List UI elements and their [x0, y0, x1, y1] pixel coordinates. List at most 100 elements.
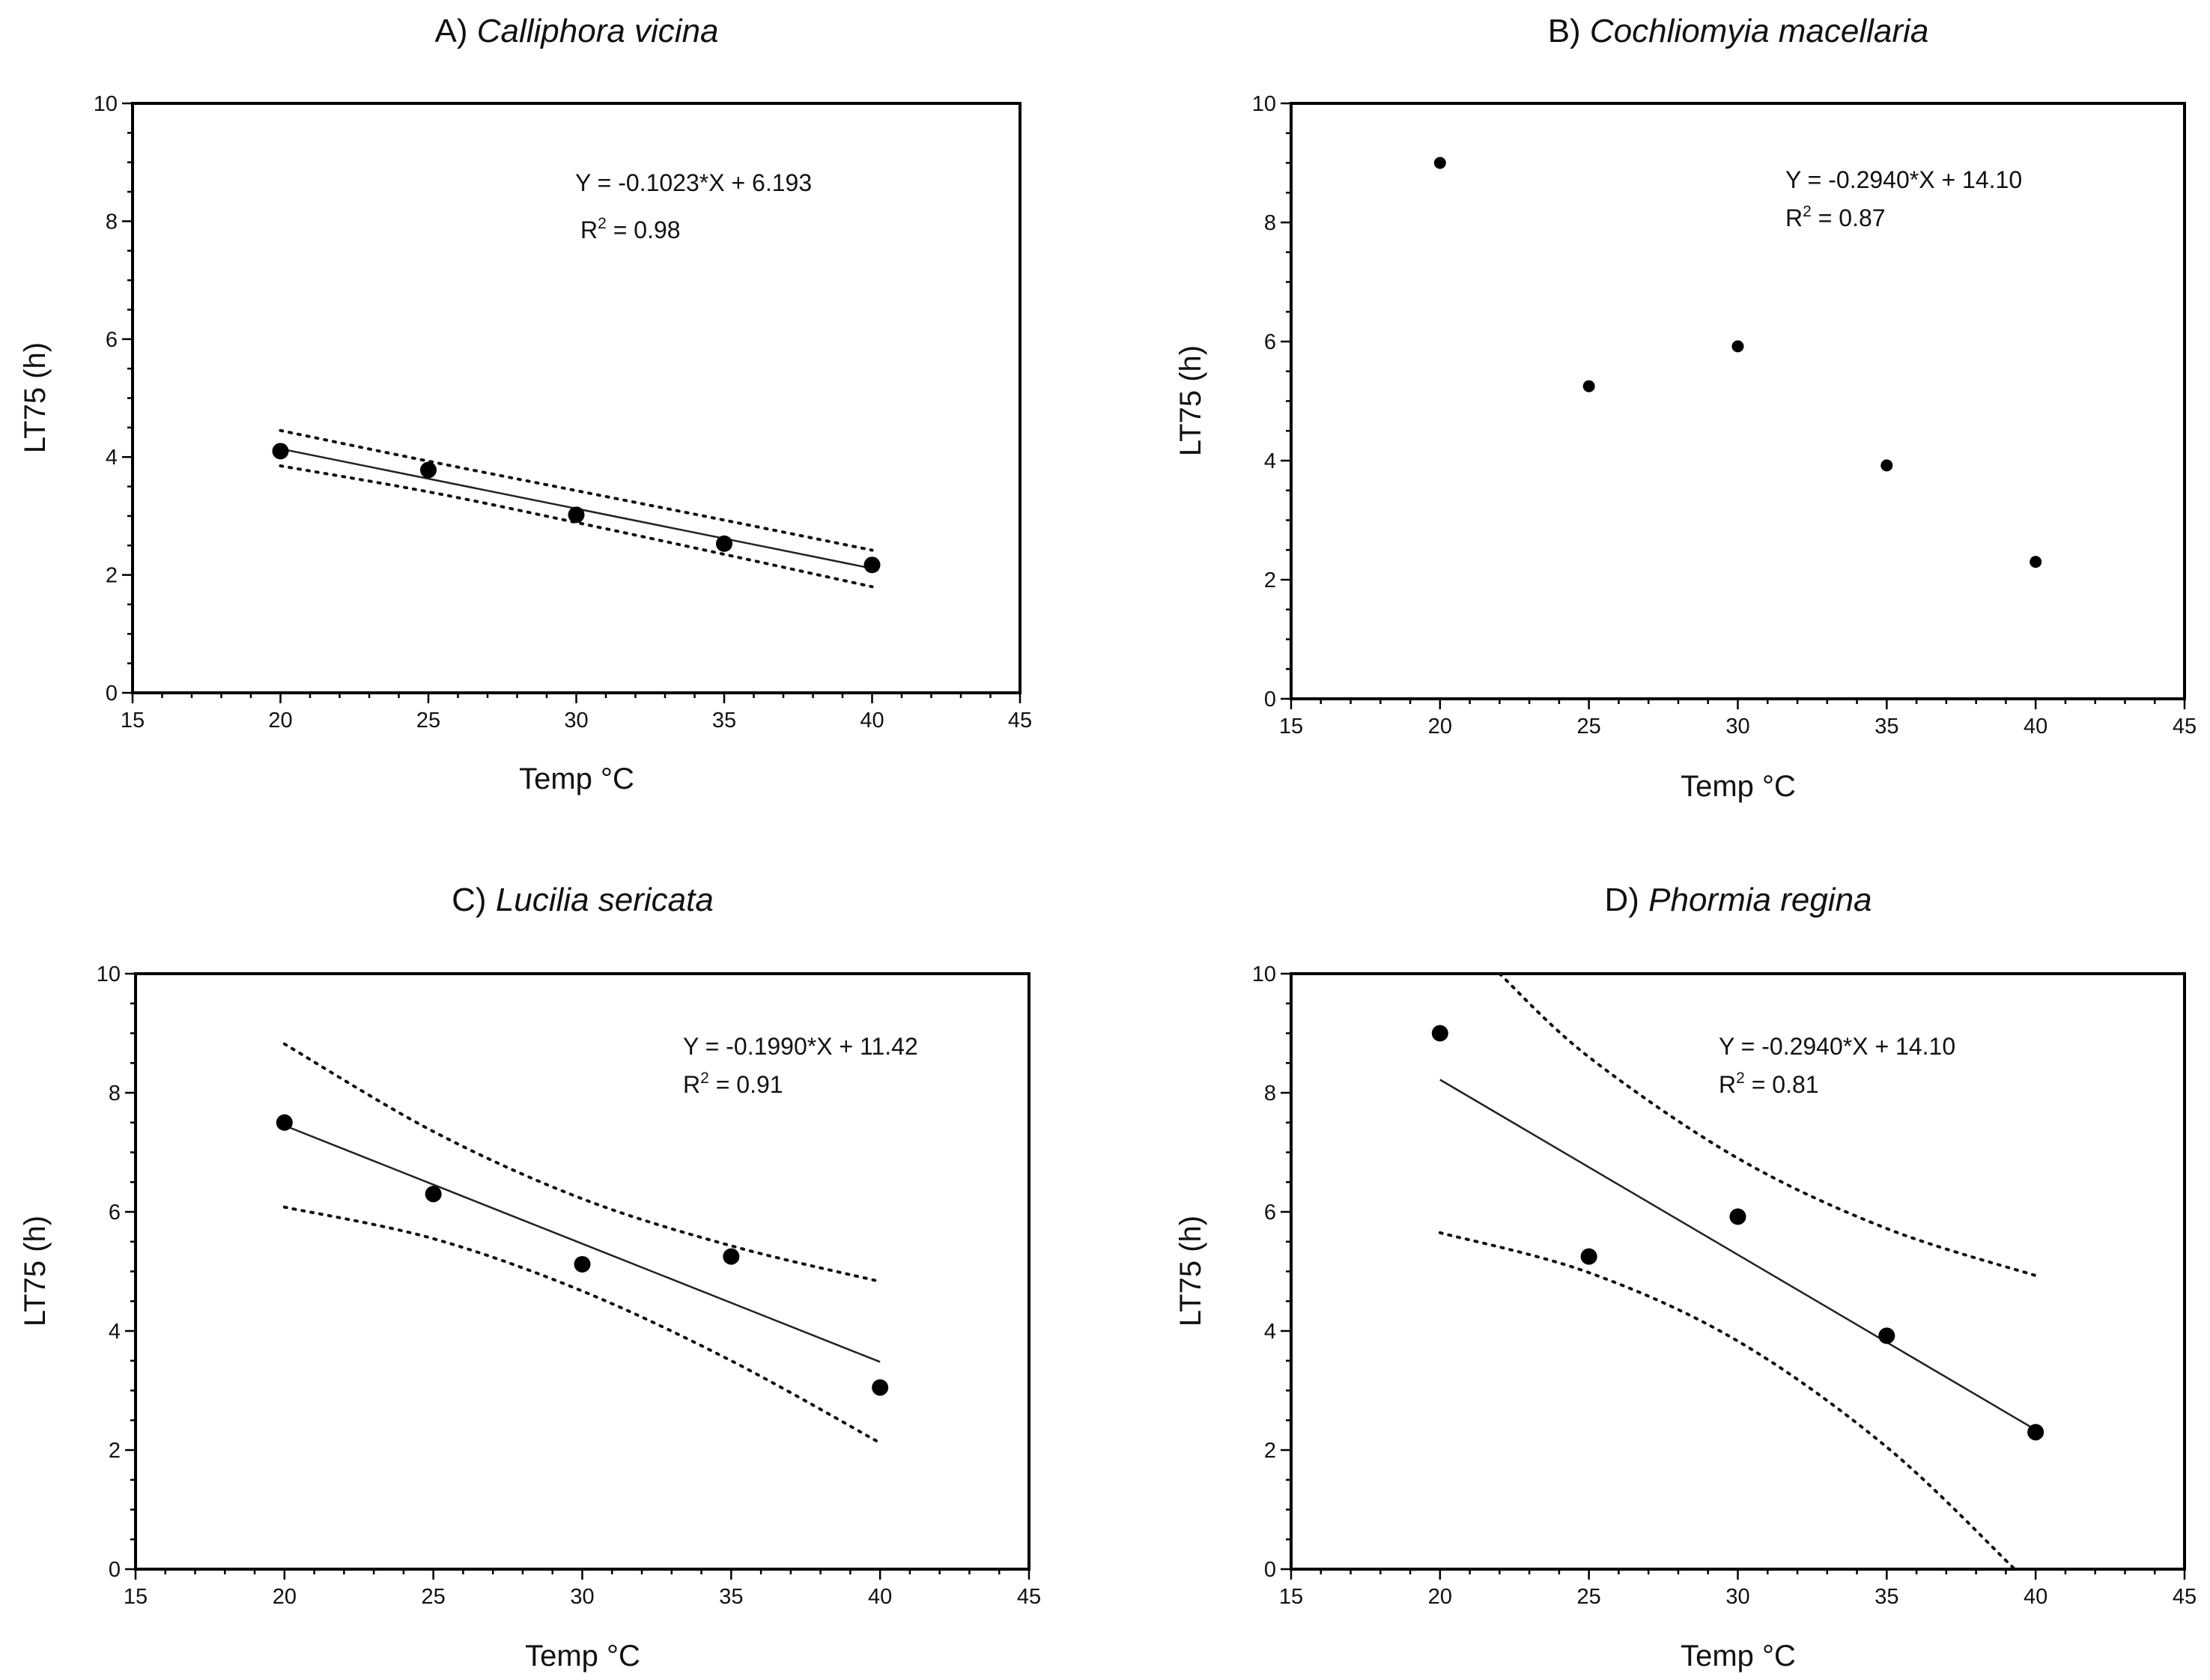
panel-a-x-tick-label: 20 — [268, 709, 292, 733]
panel-b-y-tick-label: 4 — [1264, 449, 1276, 473]
panel-b-data-point — [1433, 157, 1446, 169]
panel-a-ci-upper-line — [279, 428, 874, 552]
panel-c-ticks — [125, 972, 1030, 1580]
panel-b-data-point — [1880, 459, 1893, 472]
panel-d-x-tick-label: 15 — [1279, 1585, 1303, 1609]
panel-d-title: D) Phormia regina — [1604, 882, 1871, 918]
panel-a-x-tick-label: 40 — [860, 709, 884, 733]
panel-a-data-point — [863, 557, 881, 574]
panel-c-title: C) Lucilia sericata — [452, 882, 714, 918]
panel-b-x-tick-labels: 15 20 25 30 35 40 45 — [1279, 715, 2197, 739]
panel-d-x-tick-label: 20 — [1428, 1585, 1452, 1609]
panel-d-data-point — [2027, 1424, 2044, 1441]
panel-c-x-tick-label: 40 — [868, 1585, 892, 1609]
panel-a-y-tick-label: 8 — [106, 210, 118, 234]
panel-d-data-point — [1580, 1248, 1597, 1265]
panel-c-y-tick-label: 2 — [109, 1439, 121, 1463]
panel-b-data-point — [1731, 340, 1744, 353]
panel-c-y-tick-labels: 0 2 4 6 8 10 — [97, 962, 121, 1582]
panel-c-data-point — [276, 1114, 293, 1131]
panel-d-x-tick-label: 35 — [1874, 1585, 1898, 1609]
panel-d-data-point — [1729, 1208, 1746, 1225]
panel-c-equation: Y = -0.1990*X + 11.42 — [683, 1033, 918, 1060]
panel-c-x-tick-label: 25 — [422, 1585, 446, 1609]
panel-a-title: A) Calliphora vicina — [434, 13, 718, 49]
panel-a-ticks — [122, 102, 1021, 703]
panel-b-y-tick-label: 6 — [1264, 330, 1276, 354]
panel-a-y-tick-label: 0 — [106, 682, 118, 706]
panel-c-y-tick-label: 10 — [97, 962, 121, 986]
panel-b-x-tick-label: 20 — [1428, 715, 1452, 739]
panel-c-y-tick-label: 4 — [109, 1320, 121, 1344]
panel-b-title: B) Cochliomyia macellaria — [1548, 13, 1929, 49]
panel-c-data-point — [872, 1379, 889, 1396]
panel-d-data-point — [1878, 1327, 1895, 1344]
panel-a-ci-lower-line — [279, 464, 874, 589]
panel-d-y-tick-labels: 0 2 4 6 8 10 — [1252, 962, 1276, 1582]
panel-d-x-tick-label: 45 — [2173, 1585, 2197, 1609]
panel-c-ci-upper-line — [282, 1042, 882, 1284]
panel-c-data-point — [574, 1255, 591, 1273]
panel-a: A) Calliphora vicina 15 20 25 30 35 40 45 0 2 4 6… — [19, 13, 1032, 795]
panel-b-y-axis-label: LT75 (h) — [1174, 345, 1207, 456]
panel-a-x-tick-label: 45 — [1008, 709, 1032, 733]
panel-d-y-tick-label: 8 — [1264, 1082, 1276, 1106]
panel-b-x-tick-label: 35 — [1874, 715, 1898, 739]
panel-d-r-squared: R2 = 0.81 — [1719, 1070, 1819, 1098]
panel-c-y-tick-label: 0 — [109, 1558, 121, 1582]
panel-a-x-tick-labels: 15 20 25 30 35 40 45 — [121, 709, 1032, 733]
panel-d-x-tick-labels: 15 20 25 30 35 40 45 — [1279, 1585, 2197, 1609]
panel-d-ci-upper-line — [1498, 972, 2038, 1278]
panel-d-plot-frame — [1290, 972, 2186, 1571]
panel-d-y-tick-label: 4 — [1264, 1320, 1276, 1344]
panel-c-x-tick-labels: 15 20 25 30 35 40 45 — [124, 1585, 1041, 1609]
panel-b-x-tick-label: 25 — [1577, 715, 1601, 739]
panel-c-x-tick-label: 15 — [124, 1585, 148, 1609]
panel-d-x-tick-label: 25 — [1577, 1585, 1601, 1609]
panel-c-x-tick-label: 30 — [570, 1585, 594, 1609]
panel-d-points — [1431, 1025, 2044, 1441]
panel-c-points — [276, 1114, 889, 1396]
panel-a-x-tick-label: 15 — [121, 709, 145, 733]
panel-a-x-tick-label: 30 — [564, 709, 588, 733]
panel-c-y-axis-label: LT75 (h) — [19, 1216, 52, 1326]
panel-b-y-tick-label: 0 — [1264, 688, 1276, 712]
panel-d-ci-lower-line — [1438, 1231, 2017, 1571]
panel-d-x-tick-label: 30 — [1725, 1585, 1749, 1609]
panel-c-x-axis-label: Temp °C — [525, 1640, 640, 1673]
panel-c-x-tick-label: 45 — [1017, 1585, 1041, 1609]
panel-b-equation: Y = -0.2940*X + 14.10 — [1785, 166, 2022, 193]
panel-d-y-tick-label: 10 — [1252, 962, 1276, 986]
panel-a-data-point — [272, 443, 289, 460]
panel-c-y-tick-label: 6 — [109, 1201, 121, 1225]
panel-c-r-squared: R2 = 0.91 — [683, 1070, 783, 1098]
panel-a-y-tick-label: 6 — [106, 328, 118, 352]
panel-b-y-tick-label: 2 — [1264, 568, 1276, 592]
panel-b-x-tick-label: 45 — [2173, 715, 2197, 739]
panel-b-plot-frame — [1290, 102, 2186, 700]
panel-a-data-point — [420, 461, 437, 479]
panel-c-marks — [282, 1042, 882, 1445]
panel-c-y-tick-label: 8 — [109, 1082, 121, 1106]
panel-d-x-tick-label: 40 — [2024, 1585, 2047, 1609]
panel-a-y-tick-label: 10 — [94, 92, 118, 116]
panel-a-data-point — [716, 535, 732, 552]
panel-a-data-point — [568, 506, 585, 524]
panel-c-ci-lower-line — [282, 1205, 882, 1445]
panel-b-points — [1433, 157, 2042, 568]
panel-b-data-point — [1582, 380, 1595, 392]
panel-a-x-tick-label: 25 — [416, 709, 440, 733]
panel-b-y-tick-label: 10 — [1252, 92, 1276, 116]
panel-a-y-tick-label: 4 — [106, 446, 118, 470]
panel-b-y-tick-labels: 0 2 4 6 8 10 — [1252, 92, 1276, 712]
panel-a-points — [272, 443, 881, 574]
panel-a-r-squared: R2 = 0.98 — [580, 215, 681, 243]
panel-c-regression-line — [284, 1124, 881, 1363]
panel-d-y-axis-label: LT75 (h) — [1174, 1216, 1207, 1326]
panel-b-data-point — [2030, 556, 2042, 568]
panel-b-x-tick-label: 40 — [2024, 715, 2047, 739]
panel-d-equation: Y = -0.2940*X + 14.10 — [1719, 1033, 1955, 1060]
panel-a-y-tick-labels: 0 2 4 6 8 10 — [94, 92, 118, 706]
panel-d-y-tick-label: 6 — [1264, 1201, 1276, 1225]
